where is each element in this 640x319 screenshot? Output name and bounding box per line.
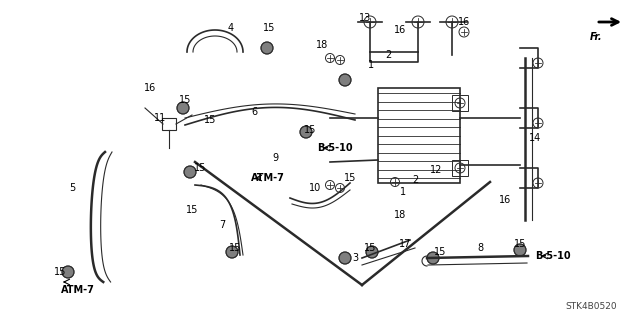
- Circle shape: [62, 266, 74, 278]
- Text: 6: 6: [251, 107, 257, 117]
- Text: 12: 12: [430, 165, 442, 175]
- Bar: [378, 88, 460, 183]
- Text: 17: 17: [399, 239, 411, 249]
- Circle shape: [226, 246, 238, 258]
- Text: ATM-7: ATM-7: [251, 173, 285, 183]
- Text: 18: 18: [316, 40, 328, 50]
- Circle shape: [177, 102, 189, 114]
- Text: 16: 16: [394, 25, 406, 35]
- Text: 2: 2: [385, 50, 391, 60]
- Text: 15: 15: [204, 115, 216, 125]
- Text: 15: 15: [186, 205, 198, 215]
- Bar: [452, 160, 468, 176]
- Text: 15: 15: [229, 243, 241, 253]
- Text: 15: 15: [179, 95, 191, 105]
- Text: B-5-10: B-5-10: [317, 143, 353, 153]
- Text: 15: 15: [194, 163, 206, 173]
- Text: 11: 11: [154, 113, 166, 123]
- Text: 2: 2: [412, 175, 418, 185]
- Text: 3: 3: [352, 253, 358, 263]
- Text: ATM-7: ATM-7: [61, 285, 95, 295]
- Text: 14: 14: [529, 133, 541, 143]
- Circle shape: [366, 246, 378, 258]
- Text: Fr.: Fr.: [590, 32, 603, 42]
- Circle shape: [427, 252, 439, 264]
- Text: 15: 15: [514, 239, 526, 249]
- Circle shape: [514, 244, 526, 256]
- Text: 15: 15: [54, 267, 66, 277]
- Circle shape: [339, 74, 351, 86]
- Text: 15: 15: [304, 125, 316, 135]
- Text: 16: 16: [458, 17, 470, 27]
- Text: 16: 16: [499, 195, 511, 205]
- Text: 10: 10: [309, 183, 321, 193]
- Text: 16: 16: [144, 83, 156, 93]
- Text: 15: 15: [434, 247, 446, 257]
- Text: 13: 13: [359, 13, 371, 23]
- Text: 1: 1: [400, 187, 406, 197]
- Text: 15: 15: [263, 23, 275, 33]
- Text: 7: 7: [219, 220, 225, 230]
- Text: 1: 1: [368, 60, 374, 70]
- Text: 8: 8: [477, 243, 483, 253]
- Text: 5: 5: [69, 183, 75, 193]
- Circle shape: [339, 252, 351, 264]
- Text: B-5-10: B-5-10: [535, 251, 571, 261]
- Text: 15: 15: [344, 173, 356, 183]
- Text: 18: 18: [394, 210, 406, 220]
- Text: STK4B0520: STK4B0520: [565, 302, 616, 311]
- Text: 4: 4: [228, 23, 234, 33]
- Bar: [162, 118, 176, 130]
- Text: 9: 9: [272, 153, 278, 163]
- Circle shape: [261, 42, 273, 54]
- Bar: [452, 95, 468, 111]
- Circle shape: [184, 166, 196, 178]
- Circle shape: [300, 126, 312, 138]
- Text: 15: 15: [364, 243, 376, 253]
